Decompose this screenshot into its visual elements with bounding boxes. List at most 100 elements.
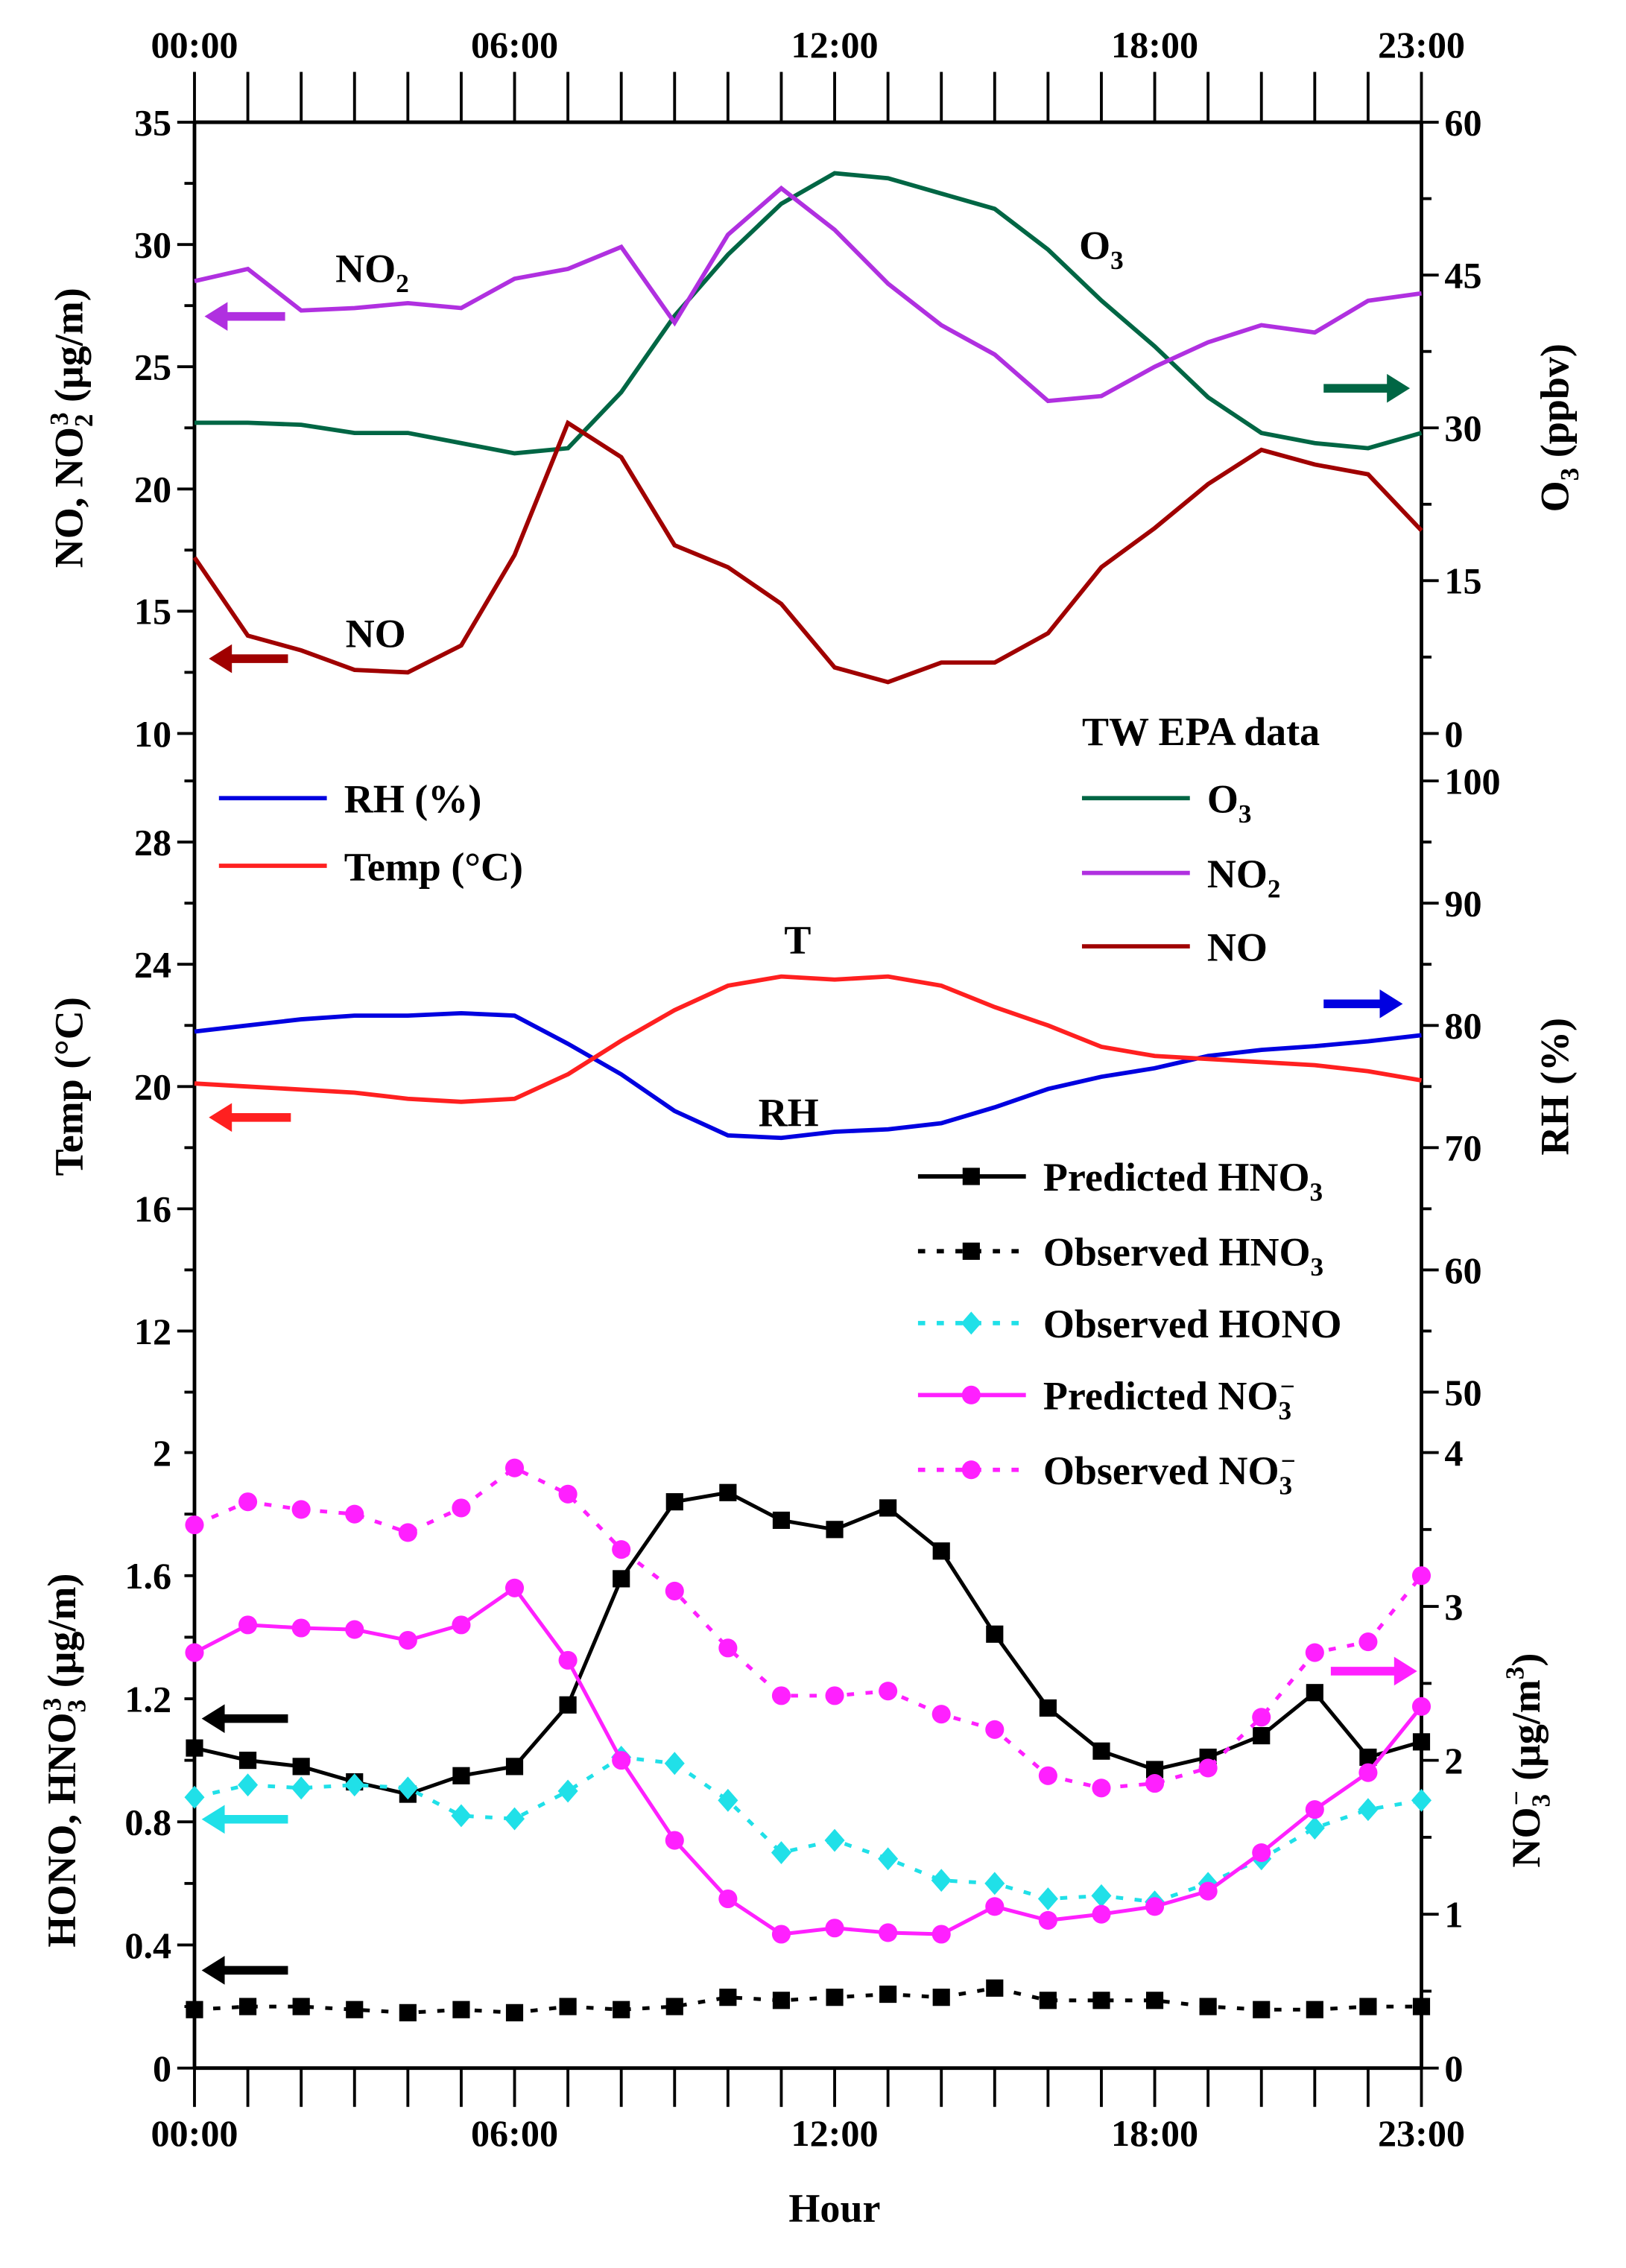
right-y-tick-label: 0 — [1444, 2047, 1463, 2089]
right-y-tick-label: 2 — [1444, 1740, 1463, 1781]
data-point — [397, 1776, 418, 1800]
left-y-axis-title-sub: 2 — [69, 414, 98, 428]
data-point — [452, 1615, 471, 1635]
legend-no2: NO2 — [1081, 852, 1281, 904]
left-y-tick-label: 2 — [153, 1432, 171, 1474]
top-x-tick-label: 23:00 — [1378, 24, 1465, 66]
right-y-axis-title-tail: (μg/m — [1504, 1679, 1549, 1790]
data-point — [186, 2001, 203, 2018]
right-y-axis-title-main: NO — [1504, 1808, 1549, 1868]
data-point — [558, 1484, 578, 1504]
right-y-tick-label: 100 — [1444, 760, 1500, 802]
data-point — [504, 1458, 525, 1477]
x-axis-title: Hour — [788, 2186, 880, 2231]
data-point — [719, 1483, 737, 1501]
legend-bottom-0: Predicted HNO3 — [917, 1155, 1323, 1207]
data-point — [879, 1499, 897, 1517]
right-y-axis-title: O3 (ppbv) — [1532, 343, 1584, 512]
o3-curve-label: O3 — [1079, 223, 1124, 275]
left-y-axis-title-main: HONO, HNO — [39, 1712, 84, 1947]
data-point — [961, 1460, 981, 1480]
right-y-tick-label: 50 — [1444, 1372, 1481, 1413]
o3-curve-label-sub: 3 — [1110, 246, 1124, 275]
data-point — [1359, 1748, 1377, 1767]
data-point — [1411, 1788, 1432, 1812]
right-y-axis-title-sub: 3 — [1555, 468, 1584, 481]
data-point — [345, 1504, 364, 1524]
right-y-tick-label: 60 — [1444, 1249, 1481, 1291]
rh-axis-arrow-icon-head — [1379, 989, 1403, 1019]
series-line — [194, 171, 1423, 456]
legend-label: Observed HONO — [1043, 1302, 1342, 1346]
data-point — [452, 1767, 470, 1784]
top-x-tick-label: 12:00 — [791, 24, 879, 66]
data-point — [986, 1979, 1004, 1997]
legend-label-main: Observed NO — [1043, 1448, 1279, 1493]
data-point — [962, 1242, 980, 1260]
data-point — [1252, 1843, 1271, 1863]
left-y-axis-title: HONO, HNO33 (μg/m) — [37, 1574, 91, 1948]
legend-label: Temp (°C) — [344, 844, 523, 889]
legend-label: NO2 — [1207, 852, 1281, 904]
legend-bottom-4: Observed NO3− — [917, 1447, 1296, 1501]
data-point — [961, 1385, 981, 1404]
right-y-tick-label: 60 — [1444, 101, 1481, 143]
data-point — [772, 1992, 791, 2009]
left-y-tick-label: 1.2 — [124, 1678, 171, 1720]
left-y-tick-label: 15 — [134, 591, 171, 633]
data-point — [1306, 1684, 1323, 1702]
data-point — [771, 1841, 791, 1864]
data-point — [504, 1578, 525, 1597]
data-point — [1145, 1761, 1164, 1778]
bottom-x-tick-label: 00:00 — [151, 2112, 238, 2154]
left-y-tick-label: 24 — [134, 944, 171, 986]
data-point — [771, 1686, 791, 1705]
data-point — [718, 1889, 738, 1909]
left-y-axis-title-tail: (μg/m — [39, 1587, 84, 1698]
data-point — [878, 1847, 899, 1871]
data-point — [1253, 2001, 1271, 2018]
left-y-axis-title-main: NO, NO — [46, 427, 91, 568]
data-point — [505, 1758, 524, 1776]
data-point — [346, 2001, 364, 2018]
left-y-tick-label: 0.4 — [124, 1925, 171, 1966]
data-point — [1037, 1887, 1058, 1910]
data-point — [879, 1682, 898, 1701]
series-line — [193, 1466, 1423, 1790]
data-point — [238, 1492, 258, 1512]
series-2-2 — [184, 1746, 1432, 1914]
legend-label: Predicted NO3− — [1043, 1372, 1295, 1425]
data-point — [665, 1581, 684, 1600]
data-point — [398, 1630, 417, 1650]
series-line — [194, 1490, 1423, 1796]
series-line — [194, 974, 1422, 1104]
legend-label-main: NO — [1207, 925, 1268, 969]
data-point — [291, 1776, 311, 1800]
legend-label-main: Observed HNO — [1043, 1230, 1311, 1275]
legend-label-sub: 3 — [1279, 1472, 1293, 1501]
data-point — [505, 2003, 524, 2021]
top-x-tick-label: 00:00 — [151, 24, 238, 66]
data-point — [1306, 2001, 1323, 2018]
data-point — [238, 1615, 258, 1635]
data-point — [1305, 1643, 1324, 1662]
data-point — [1411, 1697, 1432, 1716]
legend-bottom-1: Observed HNO3 — [917, 1230, 1323, 1282]
data-point — [932, 1542, 950, 1560]
data-point — [185, 1643, 204, 1662]
no3-axis-arrow-icon-head — [1394, 1656, 1417, 1686]
legend-bottom-2: Observed HONO — [917, 1302, 1342, 1346]
data-point — [932, 1989, 950, 2006]
data-point — [824, 1828, 845, 1852]
series-0-1 — [194, 185, 1422, 404]
legend-label-main: NO — [1207, 852, 1268, 896]
left-y-tick-label: 20 — [134, 469, 171, 510]
right-y-axis-title-tail: (ppbv) — [1532, 343, 1577, 468]
data-point — [665, 1998, 683, 2015]
data-point — [825, 1919, 844, 1938]
bottom-x-tick-label: 12:00 — [791, 2112, 879, 2154]
right-y-axis-title-end: ) — [1504, 1653, 1549, 1667]
no-curve-label-main: NO — [346, 612, 406, 656]
data-point — [664, 1752, 685, 1776]
legend-o3: O3 — [1081, 777, 1251, 829]
